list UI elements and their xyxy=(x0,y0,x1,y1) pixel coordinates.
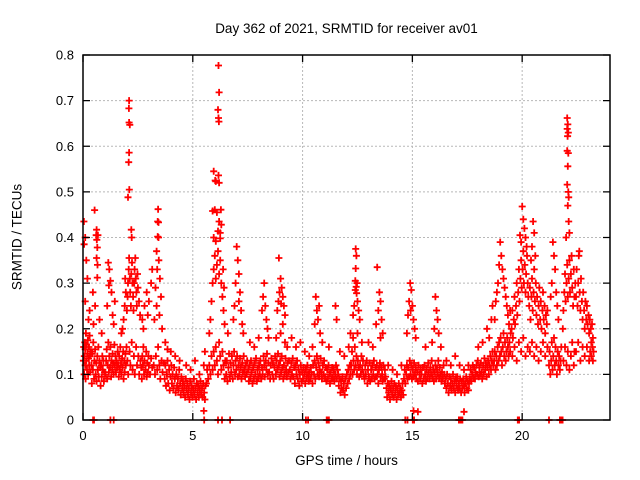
x-tick-label: 5 xyxy=(189,428,196,443)
y-tick-label: 0.8 xyxy=(56,48,74,63)
x-tick-labels: 0 5 10 15 20 xyxy=(79,428,529,443)
scatter-points xyxy=(79,62,597,424)
x-tick-label: 10 xyxy=(295,428,309,443)
x-tick-label: 0 xyxy=(79,428,86,443)
y-tick-label: 0 xyxy=(67,413,74,428)
y-tick-label: 0.6 xyxy=(56,139,74,154)
chart-title: Day 362 of 2021, SRMTID for receiver av0… xyxy=(215,21,478,36)
grid-lines xyxy=(83,55,610,420)
x-tick-label: 20 xyxy=(515,428,529,443)
y-tick-label: 0.7 xyxy=(56,93,74,108)
y-tick-label: 0.2 xyxy=(56,321,74,336)
x-tick-label: 15 xyxy=(405,428,419,443)
y-tick-label: 0.1 xyxy=(56,367,74,382)
y-tick-label: 0.3 xyxy=(56,276,74,291)
tick-marks xyxy=(82,54,610,421)
x-axis-label: GPS time / hours xyxy=(295,453,398,468)
y-tick-label: 0.4 xyxy=(56,230,74,245)
y-tick-labels: 0 0.1 0.2 0.3 0.4 0.5 0.6 0.7 0.8 xyxy=(56,48,74,428)
y-tick-label: 0.5 xyxy=(56,184,74,199)
